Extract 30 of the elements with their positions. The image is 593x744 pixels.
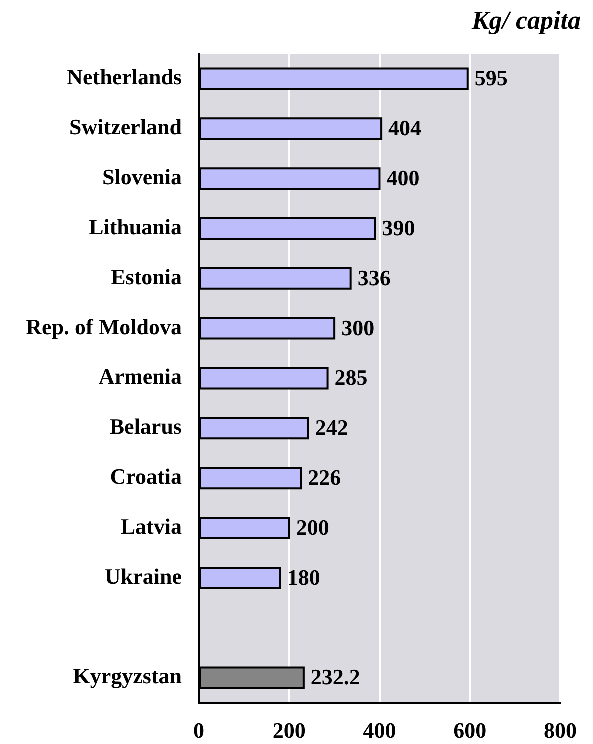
x-tick-label: 400 bbox=[363, 718, 396, 743]
data-label: 285 bbox=[334, 365, 368, 390]
data-label: 200 bbox=[296, 514, 330, 540]
y-tick-label: Slovenia bbox=[102, 164, 182, 190]
x-axis-title: Kg/ capita bbox=[472, 6, 581, 36]
data-label: 390 bbox=[382, 215, 416, 240]
data-label: 400 bbox=[386, 165, 420, 190]
y-tick-label: Switzerland bbox=[70, 114, 182, 140]
data-label: 300 bbox=[342, 315, 375, 340]
data-label: 595 bbox=[474, 66, 508, 91]
data-label: 232.2 bbox=[310, 664, 360, 690]
y-tick-label: Lithuania bbox=[89, 214, 182, 240]
x-tick-label: 200 bbox=[272, 718, 306, 743]
data-label: 180 bbox=[287, 564, 320, 590]
x-tick-label: 800 bbox=[544, 718, 577, 743]
x-tick-label: 0 bbox=[194, 718, 204, 743]
y-tick-label: Croatia bbox=[110, 464, 182, 490]
y-tick-label: Rep. of Moldova bbox=[26, 314, 182, 340]
data-label: 226 bbox=[308, 465, 342, 490]
y-tick-label: Armenia bbox=[98, 364, 182, 390]
y-tick-label: Belarus bbox=[110, 414, 182, 440]
data-label: 336 bbox=[358, 265, 391, 290]
data-label: 242 bbox=[315, 415, 348, 440]
y-tick-label: Kyrgyzstan bbox=[73, 664, 182, 689]
y-tick-label: Estonia bbox=[111, 264, 182, 290]
y-tick-label: Netherlands bbox=[67, 64, 182, 90]
data-label: 404 bbox=[388, 116, 422, 141]
x-tick-label: 600 bbox=[454, 718, 487, 743]
y-tick-label: Ukraine bbox=[105, 564, 182, 589]
y-tick-label: Latvia bbox=[120, 514, 182, 539]
